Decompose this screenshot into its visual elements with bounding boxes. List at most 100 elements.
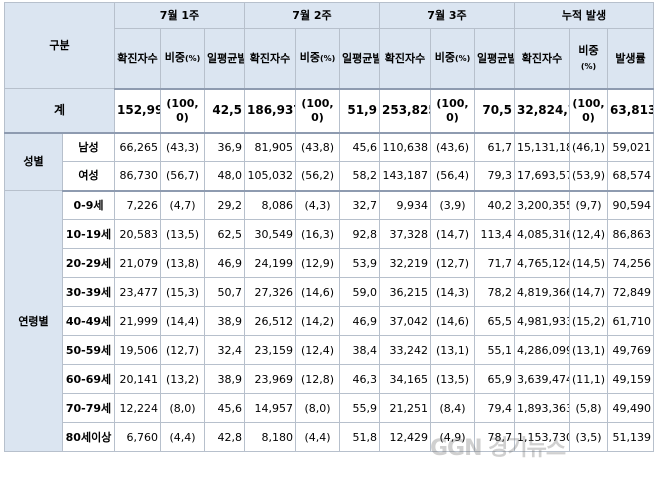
table-cell: 8,086 [244, 190, 296, 220]
table-cell: 65,5 [474, 306, 515, 336]
table-row-age: 50-59세 19,506 (12,7) 32,4 23,159 (12,4) 38,4 33… [5, 335, 654, 365]
table-cell: 78,7 [474, 422, 515, 452]
table-cell: 61,710 [607, 306, 654, 336]
table-cell: (56,4) [430, 161, 475, 192]
table-cell: 74,256 [607, 248, 654, 278]
table-cell: 23,969 [244, 364, 296, 394]
subheader-share-cumulative-text: 비중 [578, 43, 599, 57]
table-cell: 29,2 [204, 190, 245, 220]
table-cell: 86,730 [114, 161, 161, 192]
table-cell: 51,9 [339, 88, 380, 134]
table-cell: 38,9 [204, 306, 245, 336]
header-group-week2: 7월 2주 [244, 2, 380, 29]
table-cell: 14,957 [244, 393, 296, 423]
table-cell: 62,5 [204, 219, 245, 249]
table-cell: 32,7 [339, 190, 380, 220]
table-cell: (56,2) [295, 161, 340, 192]
table-cell: 4,286,099 [514, 335, 570, 365]
subheader-share-cumulative: 비중 (%) [569, 28, 608, 90]
row-label-total: 계 [4, 88, 115, 134]
table-cell: 78,2 [474, 277, 515, 307]
row-label: 80세이상 [62, 422, 115, 452]
subheader-rate-2: 일평균발생률 [474, 28, 515, 90]
table-cell: 63,813 [607, 88, 654, 134]
table-cell: 65,9 [474, 364, 515, 394]
table-cell: (100,0) [430, 88, 475, 134]
table-cell: 12,429 [379, 422, 431, 452]
table-cell: (16,3) [295, 219, 340, 249]
table-cell: (4,4) [160, 422, 205, 452]
subheader-rate-0-text: 일평균발생률 [207, 51, 244, 65]
table-cell: 90,594 [607, 190, 654, 220]
table-cell: (13,1) [569, 335, 608, 365]
table-cell: 42,5 [204, 88, 245, 134]
subheader-confirmed-1: 확진자수 [244, 28, 296, 90]
table-cell: 24,199 [244, 248, 296, 278]
table-cell: (14,6) [430, 306, 475, 336]
subheader-confirmed-2-text: 확진자수 [384, 51, 426, 65]
table-cell: 6,760 [114, 422, 161, 452]
unit-percent-text: (%) [580, 61, 597, 71]
subheader-row: 확진자수비중(%)일평균발생률확진자수비중(%)일평균발생률확진자수비중(%)일… [5, 28, 654, 90]
table-cell: 49,159 [607, 364, 654, 394]
row-label: 여성 [62, 161, 115, 192]
table-cell: (9,7) [569, 190, 608, 220]
table-cell: (12,9) [295, 248, 340, 278]
subheader-share-1-text: 비중 [299, 51, 320, 65]
row-label: 20-29세 [62, 248, 115, 278]
table-cell: 32,824,760 [514, 88, 570, 134]
table-cell: 59,021 [607, 132, 654, 162]
subheader-share-2: 비중(%) [430, 28, 475, 90]
table-row-age: 연령별 0-9세 7,226 (4,7) 29,2 8,086 (4,3) 32,7 9,934… [4, 190, 654, 452]
table-cell: 36,9 [204, 132, 245, 162]
table-cell: 61,7 [474, 132, 515, 162]
table-cell: 37,328 [379, 219, 431, 249]
table-cell: (14,7) [430, 219, 475, 249]
covid-statistics-table: 구분 7월 1주 7월 2주 7월 3주 누적 발생 확진자수비중(%)일평균발… [4, 2, 654, 452]
table-cell: 21,251 [379, 393, 431, 423]
unit-percent-text: (%) [454, 54, 471, 64]
table-cell: 32,4 [204, 335, 245, 365]
row-label: 40-49세 [62, 306, 115, 336]
table-container: 구분 7월 1주 7월 2주 7월 3주 누적 발생 확진자수비중(%)일평균발… [4, 2, 654, 452]
table-cell: 21,999 [114, 306, 161, 336]
table-cell: 9,934 [379, 190, 431, 220]
table-cell: 49,769 [607, 335, 654, 365]
header-group-week1: 7월 1주 [114, 2, 245, 29]
unit-percent-text: (%) [319, 54, 336, 64]
table-cell: 34,165 [379, 364, 431, 394]
table-cell: 32,219 [379, 248, 431, 278]
table-cell: 20,141 [114, 364, 161, 394]
table-cell: (5,8) [569, 393, 608, 423]
subheader-rate-2-text: 일평균발생률 [477, 51, 514, 65]
table-cell: 113,4 [474, 219, 515, 249]
subheader-share-0-text: 비중 [164, 51, 185, 65]
table-cell: 36,215 [379, 277, 431, 307]
row-label: 10-19세 [62, 219, 115, 249]
table-cell: 81,905 [244, 132, 296, 162]
table-cell: 1,893,363 [514, 393, 570, 423]
group-label-age: 연령별 [4, 190, 63, 452]
table-cell: (43,8) [295, 132, 340, 162]
table-cell: (56,7) [160, 161, 205, 192]
subheader-confirmed-cumulative: 확진자수 [514, 28, 570, 90]
subheader-share-1: 비중(%) [295, 28, 340, 90]
table-cell: (14,7) [569, 277, 608, 307]
unit-percent-text: (%) [184, 54, 201, 64]
table-cell: 20,583 [114, 219, 161, 249]
table-cell: (12,8) [295, 364, 340, 394]
table-cell: 70,5 [474, 88, 515, 134]
table-cell: 8,180 [244, 422, 296, 452]
table-cell: 7,226 [114, 190, 161, 220]
group-label-gender: 성별 [4, 132, 63, 191]
table-cell: (3,5) [569, 422, 608, 452]
table-cell: (100,0) [160, 88, 205, 134]
table-cell: (15,2) [569, 306, 608, 336]
table-cell: (53,9) [569, 161, 608, 192]
table-cell: 79,4 [474, 393, 515, 423]
table-cell: 40,2 [474, 190, 515, 220]
table-cell: 23,477 [114, 277, 161, 307]
table-cell: 37,042 [379, 306, 431, 336]
subheader-rate-cumulative: 발생률 [607, 28, 654, 90]
table-row-gender: 성별 남성 66,265 (43,3) 36,9 81,905 (43,8) 45,6 110,… [4, 132, 654, 191]
